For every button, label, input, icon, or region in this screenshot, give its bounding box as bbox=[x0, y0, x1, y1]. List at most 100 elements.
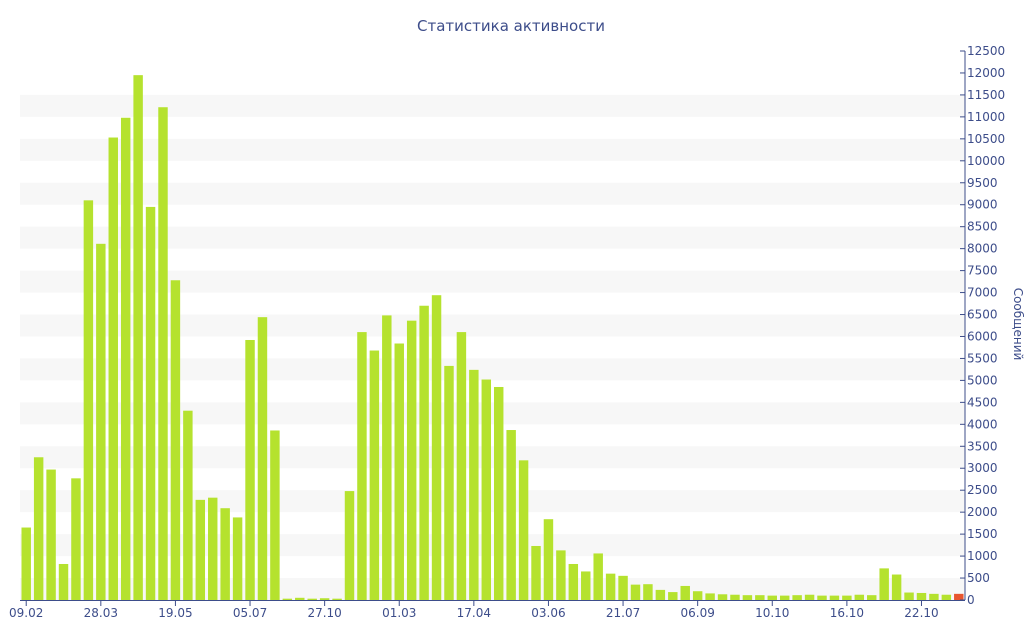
grid-band bbox=[20, 226, 965, 249]
y-tick-label: 2000 bbox=[967, 505, 998, 519]
bar[interactable] bbox=[767, 595, 777, 600]
bar[interactable] bbox=[145, 206, 156, 601]
bar[interactable] bbox=[867, 595, 877, 600]
y-tick-label: 4000 bbox=[967, 417, 998, 431]
bar[interactable] bbox=[220, 508, 230, 600]
bar[interactable] bbox=[493, 386, 504, 600]
bar[interactable] bbox=[245, 339, 255, 600]
bar[interactable] bbox=[755, 595, 765, 600]
bar[interactable] bbox=[618, 575, 628, 600]
bar[interactable] bbox=[71, 478, 81, 600]
bar-series bbox=[21, 75, 964, 601]
bar-current[interactable] bbox=[954, 593, 964, 600]
bar[interactable] bbox=[232, 517, 243, 600]
x-tick-label: 01.03 bbox=[382, 606, 416, 620]
x-tick-label: 21.07 bbox=[606, 606, 640, 620]
x-tick-label: 16.10 bbox=[830, 606, 864, 620]
bar[interactable] bbox=[941, 594, 952, 600]
bar[interactable] bbox=[46, 469, 56, 600]
y-tick-label: 7000 bbox=[967, 286, 998, 300]
bar[interactable] bbox=[556, 550, 566, 600]
bar[interactable] bbox=[742, 595, 753, 600]
grid-band bbox=[20, 490, 965, 513]
bar[interactable] bbox=[891, 574, 902, 600]
bar[interactable] bbox=[518, 460, 529, 600]
y-axis: 0 500 1000 1500 2000 2500 3000 3500 4000 4500 5000… bbox=[960, 44, 1005, 607]
bar[interactable] bbox=[195, 499, 206, 600]
bar[interactable] bbox=[382, 315, 392, 600]
x-tick-label: 05.07 bbox=[233, 606, 267, 620]
bar[interactable] bbox=[170, 280, 181, 600]
bar[interactable] bbox=[257, 317, 268, 600]
bar[interactable] bbox=[133, 75, 143, 600]
bar[interactable] bbox=[568, 563, 579, 600]
bar[interactable] bbox=[332, 598, 342, 600]
bar[interactable] bbox=[307, 598, 317, 600]
y-tick-label: 5500 bbox=[967, 351, 998, 365]
bar[interactable] bbox=[879, 568, 889, 600]
bar[interactable] bbox=[58, 563, 69, 600]
bar[interactable] bbox=[270, 430, 280, 600]
bar[interactable] bbox=[295, 597, 305, 600]
y-tick-label: 11500 bbox=[967, 88, 1005, 102]
bar[interactable] bbox=[33, 457, 44, 600]
bar[interactable] bbox=[83, 200, 94, 600]
bar[interactable] bbox=[655, 589, 666, 600]
bar[interactable] bbox=[158, 107, 168, 600]
y-tick-label: 5000 bbox=[967, 373, 998, 387]
bar[interactable] bbox=[120, 117, 131, 600]
bar[interactable] bbox=[817, 595, 827, 600]
grid-band bbox=[20, 358, 965, 381]
bar[interactable] bbox=[543, 519, 554, 600]
bar[interactable] bbox=[108, 137, 118, 600]
bar[interactable] bbox=[96, 243, 106, 600]
bar[interactable] bbox=[916, 592, 927, 600]
bar[interactable] bbox=[804, 594, 815, 600]
y-tick-label: 12000 bbox=[967, 66, 1005, 80]
bar[interactable] bbox=[593, 553, 603, 600]
bar[interactable] bbox=[469, 369, 479, 600]
bar[interactable] bbox=[829, 595, 840, 600]
bar[interactable] bbox=[456, 332, 467, 600]
bar[interactable] bbox=[929, 593, 939, 600]
bar[interactable] bbox=[792, 595, 802, 600]
x-tick-label: 28.03 bbox=[84, 606, 118, 620]
bar[interactable] bbox=[842, 595, 852, 600]
bar[interactable] bbox=[506, 430, 516, 600]
bar[interactable] bbox=[668, 592, 678, 600]
bar[interactable] bbox=[854, 594, 865, 600]
bar[interactable] bbox=[481, 379, 492, 600]
bar[interactable] bbox=[643, 584, 653, 600]
x-tick-label: 03.06 bbox=[531, 606, 565, 620]
bar[interactable] bbox=[419, 305, 429, 600]
bar[interactable] bbox=[705, 593, 715, 600]
bar[interactable] bbox=[369, 350, 380, 600]
bar[interactable] bbox=[183, 410, 193, 600]
bar[interactable] bbox=[531, 545, 541, 600]
bar[interactable] bbox=[208, 497, 218, 600]
bar[interactable] bbox=[282, 598, 293, 600]
bar[interactable] bbox=[680, 585, 690, 600]
bar[interactable] bbox=[717, 594, 728, 600]
bar[interactable] bbox=[319, 598, 330, 600]
bar[interactable] bbox=[21, 527, 31, 600]
bar[interactable] bbox=[431, 295, 442, 600]
bar[interactable] bbox=[605, 573, 616, 600]
grid-band bbox=[20, 446, 965, 469]
x-tick-label: 09.02 bbox=[9, 606, 43, 620]
bar[interactable] bbox=[904, 592, 914, 600]
y-tick-label: 7500 bbox=[967, 264, 998, 278]
bar[interactable] bbox=[630, 584, 641, 600]
bar[interactable] bbox=[692, 591, 703, 600]
bar[interactable] bbox=[406, 320, 417, 600]
bar[interactable] bbox=[394, 343, 404, 600]
y-tick-label: 3500 bbox=[967, 439, 998, 453]
bar[interactable] bbox=[730, 594, 740, 600]
bar[interactable] bbox=[344, 491, 355, 600]
bar[interactable] bbox=[779, 595, 790, 600]
x-tick-label: 06.09 bbox=[680, 606, 714, 620]
x-tick-label: 10.10 bbox=[755, 606, 789, 620]
bar[interactable] bbox=[357, 332, 367, 600]
bar[interactable] bbox=[444, 365, 454, 600]
bar[interactable] bbox=[581, 571, 591, 600]
